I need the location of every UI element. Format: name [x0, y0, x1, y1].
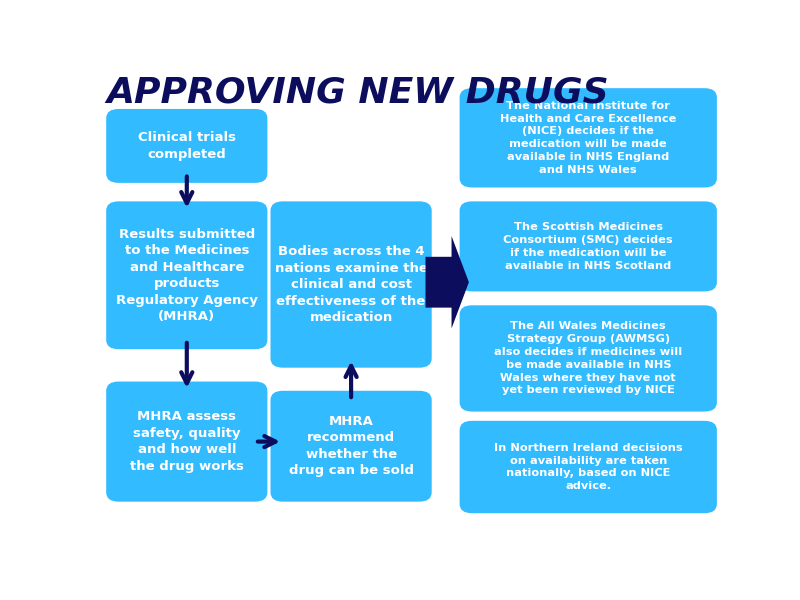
FancyBboxPatch shape — [106, 382, 267, 502]
Text: Results submitted
to the Medicines
and Healthcare
products
Regulatory Agency
(MH: Results submitted to the Medicines and H… — [116, 227, 258, 323]
Text: APPROVING NEW DRUGS: APPROVING NEW DRUGS — [106, 76, 609, 110]
FancyBboxPatch shape — [106, 109, 267, 183]
Text: Bodies across the 4
nations examine the
clinical and cost
effectiveness of the
m: Bodies across the 4 nations examine the … — [274, 245, 427, 324]
Text: Clinical trials
completed: Clinical trials completed — [138, 131, 236, 161]
Text: MHRA
recommend
whether the
drug can be sold: MHRA recommend whether the drug can be s… — [289, 415, 414, 478]
FancyBboxPatch shape — [459, 305, 717, 412]
FancyBboxPatch shape — [459, 202, 717, 292]
Text: The All Wales Medicines
Strategy Group (AWMSG)
also decides if medicines will
be: The All Wales Medicines Strategy Group (… — [494, 322, 682, 395]
FancyBboxPatch shape — [459, 421, 717, 513]
FancyBboxPatch shape — [459, 88, 717, 187]
Text: MHRA assess
safety, quality
and how well
the drug works: MHRA assess safety, quality and how well… — [130, 410, 244, 473]
Text: The Scottish Medicines
Consortium (SMC) decides
if the medication will be
availa: The Scottish Medicines Consortium (SMC) … — [503, 222, 673, 271]
Text: The National Institute for
Health and Care Excellence
(NICE) decides if the
medi: The National Institute for Health and Ca… — [500, 101, 677, 175]
Text: In Northern Ireland decisions
on availability are taken
nationally, based on NIC: In Northern Ireland decisions on availab… — [494, 443, 682, 491]
FancyBboxPatch shape — [270, 391, 432, 502]
FancyBboxPatch shape — [270, 202, 432, 368]
FancyBboxPatch shape — [106, 202, 267, 349]
Polygon shape — [426, 236, 469, 328]
